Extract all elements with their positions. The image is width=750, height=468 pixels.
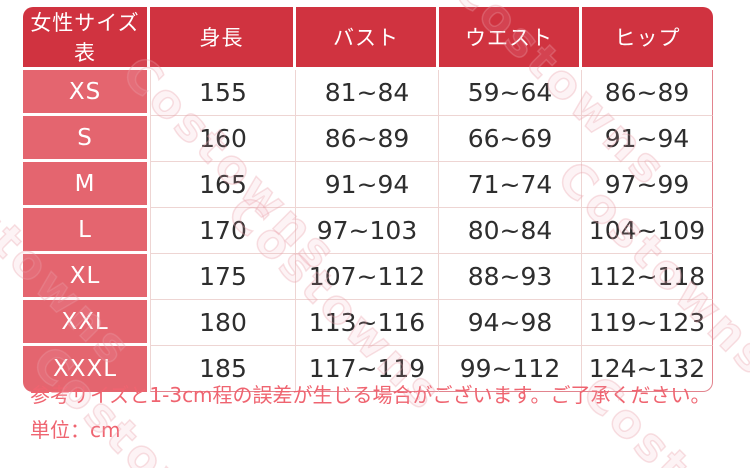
measurement-cell: 113~116 (296, 300, 439, 346)
measurement-cell: 175 (150, 254, 296, 300)
measurement-cell: 104~109 (582, 208, 713, 254)
measurement-cell: 99~112 (439, 346, 582, 392)
table-row: XL 175 107~112 88~93 112~118 (23, 254, 713, 300)
size-table-container: 女性サイズ表 身長 バスト ウエスト ヒップ XS 155 81~84 59~64 86~89 S… (23, 7, 713, 392)
measurement-cell: 97~99 (582, 162, 713, 208)
size-label-cell: XXL (23, 300, 150, 346)
table-row: S 160 86~89 66~69 91~94 (23, 116, 713, 162)
column-header: バスト (296, 7, 439, 70)
table-row: L 170 97~103 80~84 104~109 (23, 208, 713, 254)
measurement-cell: 86~89 (582, 70, 713, 116)
size-table-body: XS 155 81~84 59~64 86~89 S 160 86~89 66~69 91~94 M… (23, 70, 713, 392)
column-header: ウエスト (439, 7, 582, 70)
measurement-cell: 91~94 (582, 116, 713, 162)
measurement-cell: 71~74 (439, 162, 582, 208)
measurement-cell: 155 (150, 70, 296, 116)
measurement-cell: 66~69 (439, 116, 582, 162)
size-label-cell: L (23, 208, 150, 254)
table-row: XXL 180 113~116 94~98 119~123 (23, 300, 713, 346)
table-row: XS 155 81~84 59~64 86~89 (23, 70, 713, 116)
measurement-cell: 112~118 (582, 254, 713, 300)
measurement-cell: 81~84 (296, 70, 439, 116)
unit-note: 単位：cm (30, 418, 121, 442)
measurement-cell: 59~64 (439, 70, 582, 116)
measurement-cell: 80~84 (439, 208, 582, 254)
measurement-cell: 160 (150, 116, 296, 162)
column-header: 女性サイズ表 (23, 7, 150, 70)
measurement-cell: 86~89 (296, 116, 439, 162)
measurement-cell: 119~123 (582, 300, 713, 346)
size-label-cell: M (23, 162, 150, 208)
column-header: 身長 (150, 7, 296, 70)
size-label-cell: XXXL (23, 346, 150, 392)
header-row: 女性サイズ表 身長 バスト ウエスト ヒップ (23, 7, 713, 70)
measurement-cell: 124~132 (582, 346, 713, 392)
measurement-cell: 180 (150, 300, 296, 346)
womens-size-table: 女性サイズ表 身長 バスト ウエスト ヒップ XS 155 81~84 59~64 86~89 S… (23, 7, 713, 392)
measurement-cell: 185 (150, 346, 296, 392)
measurement-cell: 91~94 (296, 162, 439, 208)
tolerance-note: 参考サイズと1-3cm程の誤差が生じる場合がございます。ご了承ください。 (30, 383, 711, 407)
measurement-cell: 107~112 (296, 254, 439, 300)
measurement-cell: 94~98 (439, 300, 582, 346)
measurement-cell: 165 (150, 162, 296, 208)
size-label-cell: S (23, 116, 150, 162)
column-header: ヒップ (582, 7, 713, 70)
table-row: M 165 91~94 71~74 97~99 (23, 162, 713, 208)
measurement-cell: 117~119 (296, 346, 439, 392)
measurement-cell: 88~93 (439, 254, 582, 300)
measurement-cell: 97~103 (296, 208, 439, 254)
size-label-cell: XL (23, 254, 150, 300)
measurement-cell: 170 (150, 208, 296, 254)
size-label-cell: XS (23, 70, 150, 116)
table-row: XXXL 185 117~119 99~112 124~132 (23, 346, 713, 392)
